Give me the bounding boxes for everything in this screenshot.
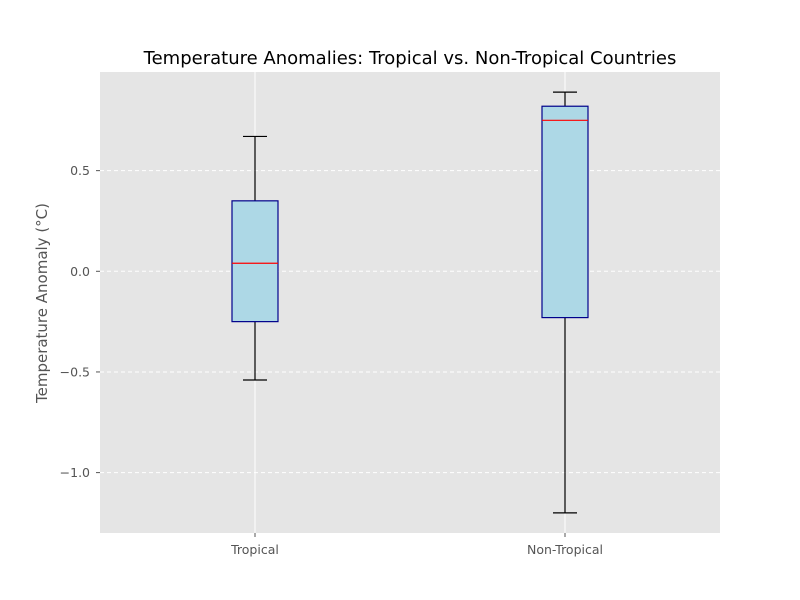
- x-tick-label: Tropical: [230, 542, 279, 557]
- y-axis-label: Temperature Anomaly (°C): [33, 203, 51, 404]
- box-layer: [231, 91, 589, 514]
- y-tick-label: −1.0: [60, 465, 90, 480]
- plot-area: [100, 72, 720, 533]
- box-tropical: [231, 135, 279, 381]
- box-body: [231, 200, 279, 323]
- y-tick-label: 0.0: [70, 264, 90, 279]
- x-tick-label: Non-Tropical: [527, 542, 603, 557]
- chart-title: Temperature Anomalies: Tropical vs. Non-…: [143, 48, 677, 69]
- tick-layer: −1.0 −0.5 0.0 0.5 Tropical Non-Tropical: [60, 163, 603, 557]
- y-tick-label: 0.5: [70, 163, 90, 178]
- y-tick-label: −0.5: [60, 364, 90, 379]
- box-body: [541, 105, 589, 319]
- box-non-tropical: [541, 91, 589, 514]
